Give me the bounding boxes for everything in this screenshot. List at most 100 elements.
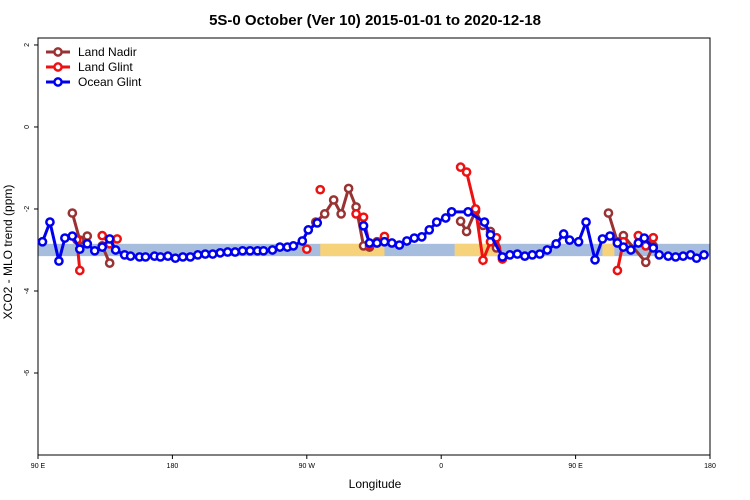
data-point bbox=[581, 217, 591, 227]
x-tick-label: 90 E bbox=[31, 463, 46, 470]
data-point bbox=[97, 230, 108, 241]
x-tick-label: 180 bbox=[704, 463, 716, 470]
data-point bbox=[328, 195, 339, 205]
y-axis-label: XCO2 - MLO trend (ppm) bbox=[1, 185, 15, 320]
data-point bbox=[479, 217, 490, 227]
data-point bbox=[527, 250, 538, 260]
y-tick-label: -2 bbox=[24, 206, 31, 212]
band bbox=[602, 243, 615, 257]
data-point bbox=[60, 233, 70, 243]
data-point bbox=[45, 217, 55, 227]
data-point bbox=[140, 252, 151, 262]
legend-marker bbox=[53, 47, 63, 57]
data-point bbox=[558, 229, 569, 239]
legend-marker bbox=[53, 62, 63, 72]
data-point bbox=[372, 238, 382, 248]
data-point bbox=[573, 236, 584, 247]
data-point bbox=[612, 265, 623, 276]
data-point bbox=[455, 216, 466, 227]
data-point bbox=[424, 225, 435, 235]
data-point bbox=[343, 183, 354, 194]
data-point bbox=[648, 232, 659, 243]
data-point bbox=[699, 250, 709, 260]
data-point bbox=[258, 245, 269, 256]
data-point bbox=[163, 251, 173, 261]
data-point bbox=[358, 220, 369, 231]
data-point bbox=[387, 238, 397, 248]
data-point bbox=[478, 255, 488, 266]
data-point bbox=[67, 208, 78, 218]
data-point bbox=[409, 233, 420, 243]
data-point bbox=[497, 252, 508, 262]
data-point bbox=[379, 236, 390, 247]
data-point bbox=[185, 252, 196, 262]
data-point bbox=[639, 233, 650, 243]
data-point bbox=[230, 247, 240, 257]
data-point bbox=[633, 238, 644, 248]
legend-label: Land Glint bbox=[78, 60, 133, 74]
data-point bbox=[215, 248, 226, 258]
data-point bbox=[74, 244, 85, 255]
data-point bbox=[336, 209, 346, 219]
y-tick-label: 0 bbox=[24, 125, 31, 129]
data-point bbox=[505, 250, 515, 260]
data-point bbox=[663, 251, 674, 261]
data-point bbox=[245, 245, 255, 256]
data-point bbox=[312, 218, 323, 228]
data-point bbox=[155, 252, 166, 262]
data-point bbox=[104, 234, 115, 244]
x-tick-label: 180 bbox=[167, 463, 179, 470]
data-point bbox=[431, 217, 442, 227]
data-point bbox=[654, 250, 665, 260]
data-point bbox=[89, 245, 100, 256]
data-point bbox=[640, 257, 651, 268]
data-point bbox=[542, 245, 553, 255]
data-point bbox=[446, 207, 457, 217]
data-point bbox=[288, 241, 299, 251]
data-point bbox=[648, 243, 659, 253]
x-tick-label: 90 E bbox=[568, 463, 583, 470]
plot-frame bbox=[37, 37, 711, 456]
data-point bbox=[104, 258, 115, 268]
data-point bbox=[597, 234, 608, 244]
data-point bbox=[551, 238, 562, 249]
x-tick-label: 90 W bbox=[299, 463, 316, 470]
data-point bbox=[301, 244, 312, 255]
data-point bbox=[626, 245, 636, 255]
data-point bbox=[455, 162, 466, 173]
data-point bbox=[303, 225, 314, 235]
data-point bbox=[319, 209, 330, 219]
data-point bbox=[402, 236, 412, 246]
data-point bbox=[237, 245, 248, 256]
data-point bbox=[207, 249, 218, 259]
data-point bbox=[178, 252, 188, 262]
data-point bbox=[125, 251, 136, 261]
y-tick-label: -4 bbox=[24, 288, 31, 294]
data-point bbox=[394, 240, 405, 250]
data-point bbox=[297, 236, 308, 246]
data-point bbox=[82, 238, 93, 249]
data-point bbox=[67, 231, 78, 241]
legend-label: Ocean Glint bbox=[78, 75, 142, 89]
data-point bbox=[97, 242, 108, 252]
data-point bbox=[670, 252, 681, 262]
data-point bbox=[110, 245, 121, 255]
data-point bbox=[461, 167, 472, 177]
data-point bbox=[416, 232, 427, 242]
data-point bbox=[358, 212, 369, 223]
data-point bbox=[192, 250, 203, 260]
data-point bbox=[440, 213, 451, 223]
data-point bbox=[54, 256, 64, 266]
x-tick-label: 0 bbox=[439, 463, 443, 470]
data-point bbox=[82, 231, 93, 241]
data-point bbox=[364, 238, 375, 248]
data-point bbox=[534, 249, 545, 259]
data-point bbox=[461, 226, 472, 237]
data-point bbox=[222, 247, 233, 257]
data-point bbox=[564, 235, 575, 245]
y-tick-label: -6 bbox=[24, 370, 31, 376]
data-point bbox=[691, 253, 702, 264]
data-point bbox=[170, 253, 181, 264]
data-point bbox=[470, 204, 481, 214]
